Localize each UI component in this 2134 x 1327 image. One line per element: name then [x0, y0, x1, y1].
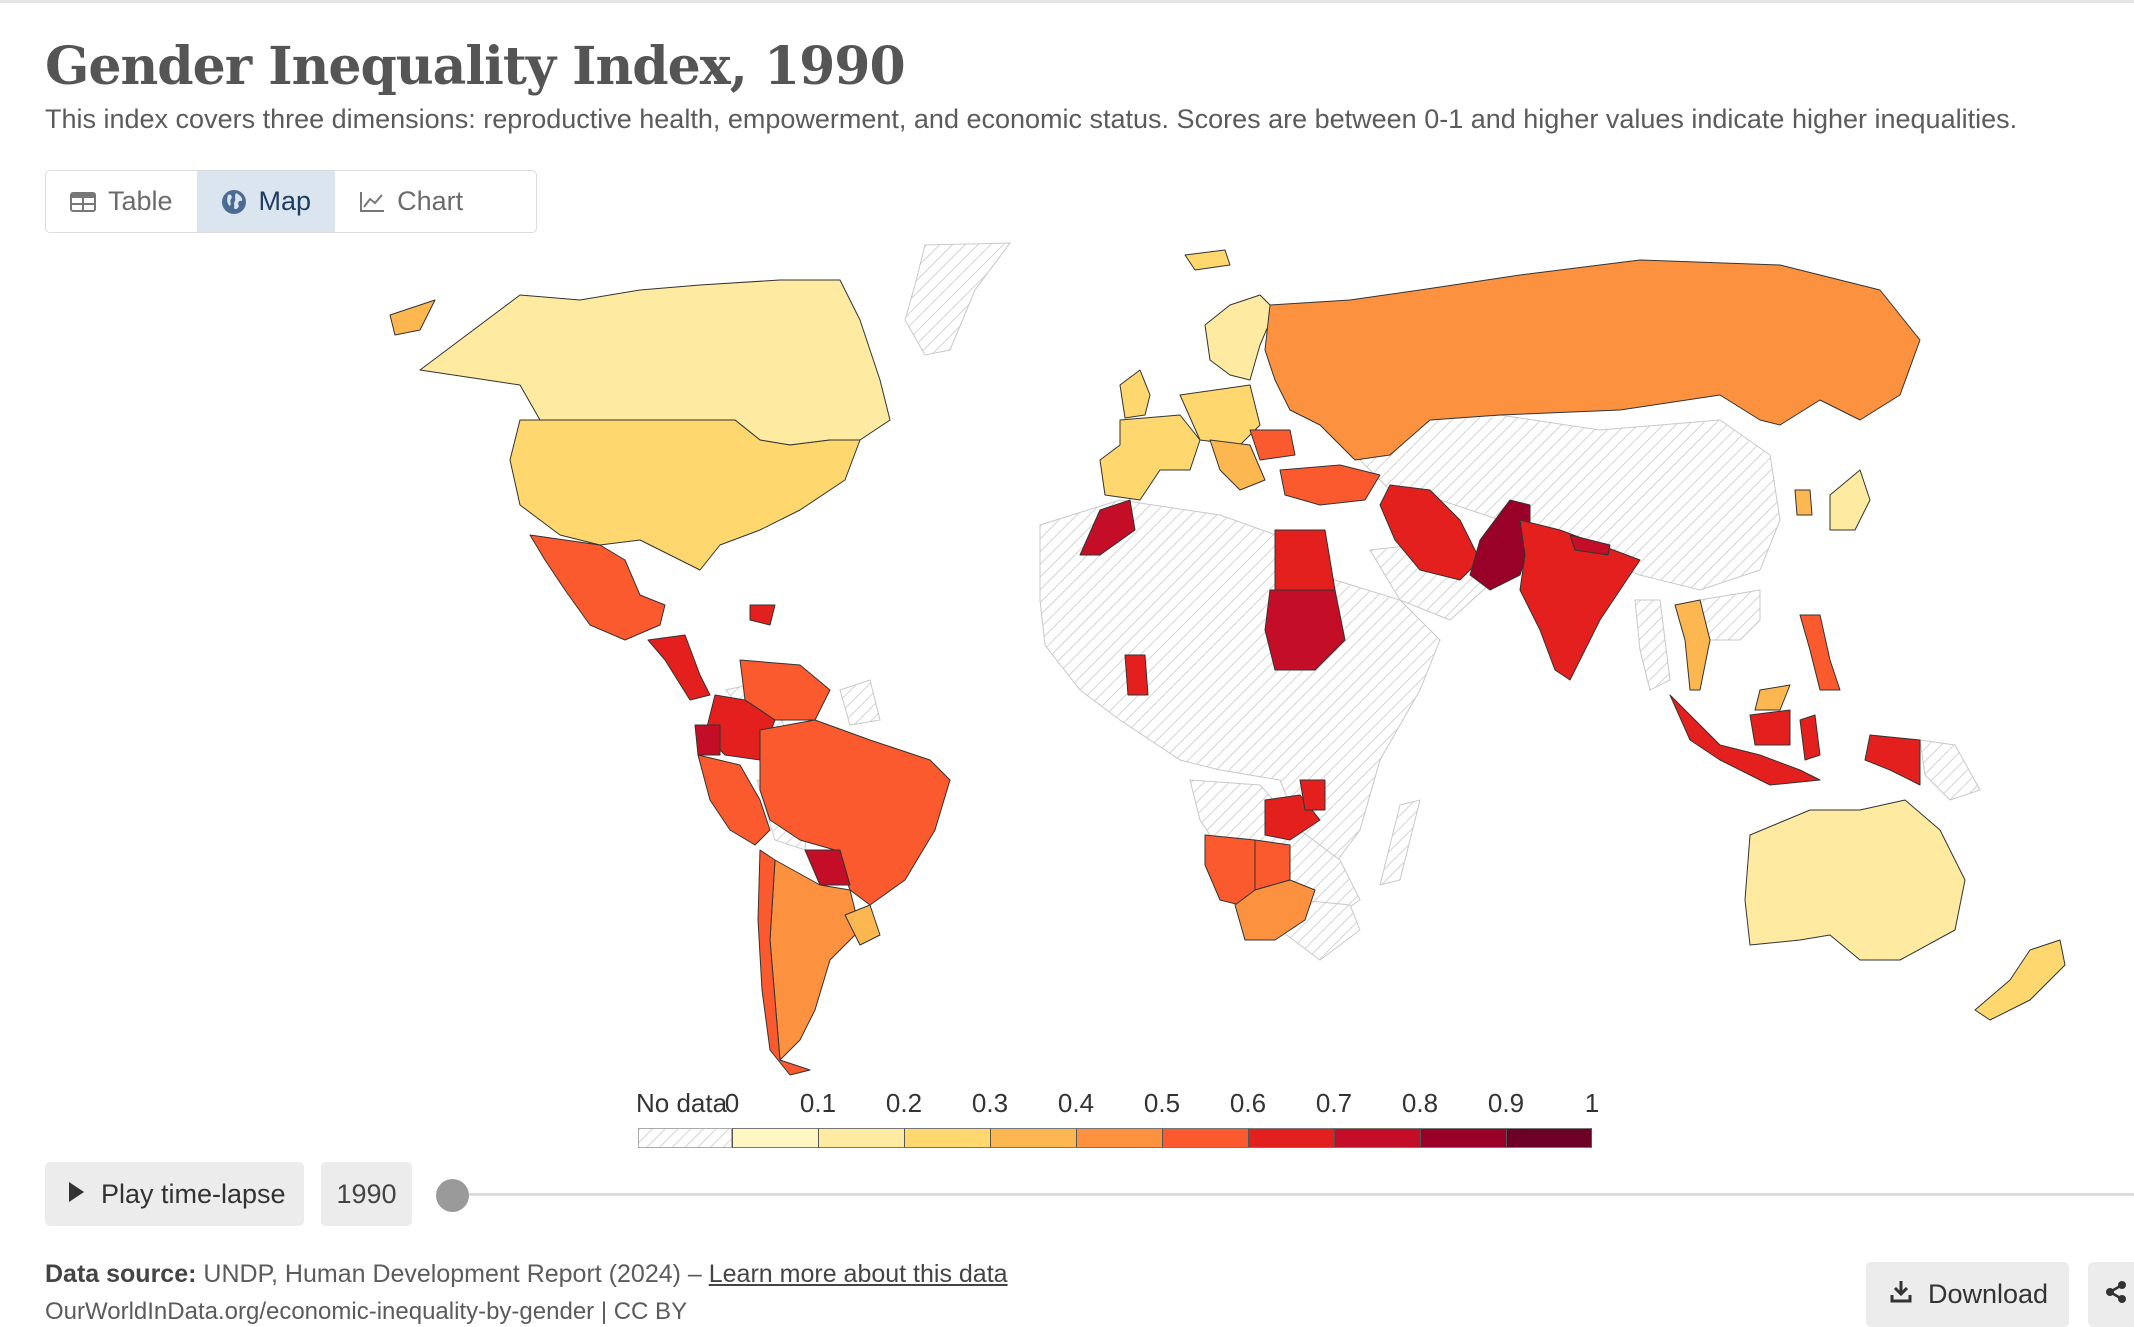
- timeline-slider-handle[interactable]: [436, 1179, 469, 1212]
- region-united-states: [509, 419, 861, 571]
- region-egypt: [1274, 529, 1336, 591]
- region-ghana: [1124, 654, 1149, 696]
- region-greenland: [389, 299, 436, 336]
- legend-tick-label: 0.6: [1229, 1088, 1267, 1118]
- region-western-europe: [1099, 414, 1201, 501]
- region-argentina: [769, 859, 861, 1061]
- region-australia: [1744, 799, 1966, 961]
- region-united-kingdom: [1119, 369, 1151, 419]
- region-malawi: [1299, 779, 1326, 811]
- share-button[interactable]: [2088, 1262, 2134, 1327]
- tab-chart-label: Chart: [397, 186, 464, 216]
- region-caribbean: [749, 604, 776, 626]
- region-japan: [1829, 469, 1871, 531]
- download-icon: [1890, 1279, 1912, 1310]
- legend-tick-label: 0.1: [799, 1088, 837, 1118]
- region-mexico: [529, 534, 666, 641]
- region-central-europe: [1179, 384, 1261, 446]
- region-chile: [757, 849, 811, 1076]
- tab-chart[interactable]: Chart: [335, 171, 487, 232]
- play-label: Play time-lapse: [101, 1178, 286, 1209]
- data-regions: [389, 249, 2066, 1076]
- region-uruguay: [844, 904, 881, 946]
- region-new-zealand: [1974, 939, 2066, 1021]
- page-subtitle: This index covers three dimensions: repr…: [45, 104, 2018, 134]
- legend-bin: [1076, 1128, 1162, 1148]
- table-icon: [70, 191, 96, 212]
- region-peru: [697, 754, 771, 846]
- legend-tick-label: 0.5: [1143, 1088, 1181, 1118]
- legend-tick-label: 0.9: [1487, 1088, 1525, 1118]
- timeline-year: 1990: [321, 1162, 412, 1226]
- region-thailand: [1674, 599, 1711, 691]
- legend-bin: [1162, 1128, 1248, 1148]
- region-ecuador: [694, 724, 721, 756]
- map-legend: No data 0 0.1 0.2 0.3 0.4 0.5 0.6 0.7 0.8 0.9 1: [636, 1085, 1946, 1150]
- region-indonesia: [1669, 694, 1821, 786]
- legend-bin: [1248, 1128, 1334, 1148]
- region-iran: [1379, 484, 1481, 581]
- legend-bin: [904, 1128, 990, 1148]
- globe-icon: [221, 189, 247, 215]
- legend-bin: [1334, 1128, 1420, 1148]
- legend-tick-label: 0.3: [971, 1088, 1009, 1118]
- region-sudan: [1264, 589, 1346, 671]
- legend-bin: [732, 1128, 818, 1148]
- region-balkans: [1209, 439, 1266, 491]
- share-icon: [2104, 1280, 2128, 1309]
- data-source-label: Data source:: [45, 1260, 197, 1288]
- world-map-svg: [389, 242, 2066, 1076]
- tab-table-label: Table: [108, 186, 173, 216]
- learn-more-link[interactable]: Learn more about this data: [708, 1260, 1008, 1288]
- data-source-text: UNDP, Human Development Report (2024) –: [203, 1260, 702, 1288]
- region-iceland: [1184, 249, 1231, 271]
- region-malaysia: [1754, 684, 1791, 711]
- region-south-korea: [1794, 489, 1813, 516]
- region-south-africa: [1234, 879, 1316, 941]
- legend-no-data-swatch: [638, 1128, 732, 1148]
- region-russia: [1264, 259, 1921, 461]
- region-turkey: [1279, 464, 1381, 506]
- region-central-america: [647, 634, 711, 701]
- legend-tick-label: 0.7: [1315, 1088, 1353, 1118]
- region-nepal: [1569, 534, 1611, 556]
- region-romania: [1249, 429, 1296, 461]
- region-papua-new-guinea: [1864, 734, 1921, 786]
- region-paraguay: [804, 849, 851, 886]
- tab-map-label: Map: [258, 186, 312, 216]
- legend-tick-label: 0.8: [1401, 1088, 1439, 1118]
- timeline-slider-track[interactable]: [440, 1193, 2134, 1196]
- legend-tick-label: 1: [1584, 1088, 1600, 1118]
- region-morocco: [1079, 499, 1136, 556]
- legend-bin: [1420, 1128, 1506, 1148]
- page-url: OurWorldInData.org/economic-inequality-b…: [45, 1298, 688, 1325]
- legend-tick-label: 0.4: [1057, 1088, 1095, 1118]
- legend-tick-label: 0.2: [885, 1088, 923, 1118]
- play-icon: [67, 1179, 85, 1210]
- legend-no-data-label: No data: [636, 1088, 728, 1118]
- region-brazil: [759, 719, 951, 906]
- region-namibia: [1204, 834, 1256, 906]
- legend-bin: [818, 1128, 904, 1148]
- legend-tick-label: 0: [724, 1088, 740, 1118]
- legend-bin: [990, 1128, 1076, 1148]
- line-chart-icon: [359, 191, 385, 213]
- page-title: Gender Inequality Index, 1990: [45, 36, 906, 97]
- download-label: Download: [1928, 1279, 2049, 1309]
- region-scandinavia: [1204, 294, 1276, 381]
- data-source: Data source: UNDP, Human Development Rep…: [45, 1260, 1008, 1289]
- legend-bin: [1506, 1128, 1592, 1148]
- region-philippines: [1799, 614, 1841, 691]
- play-time-lapse-button[interactable]: Play time-lapse: [45, 1162, 304, 1226]
- download-button[interactable]: Download: [1866, 1262, 2069, 1327]
- tab-table[interactable]: Table: [46, 171, 197, 232]
- view-tabs: Table Map Chart: [45, 170, 537, 233]
- tab-map[interactable]: Map: [196, 171, 336, 232]
- world-map: [370, 240, 2134, 1080]
